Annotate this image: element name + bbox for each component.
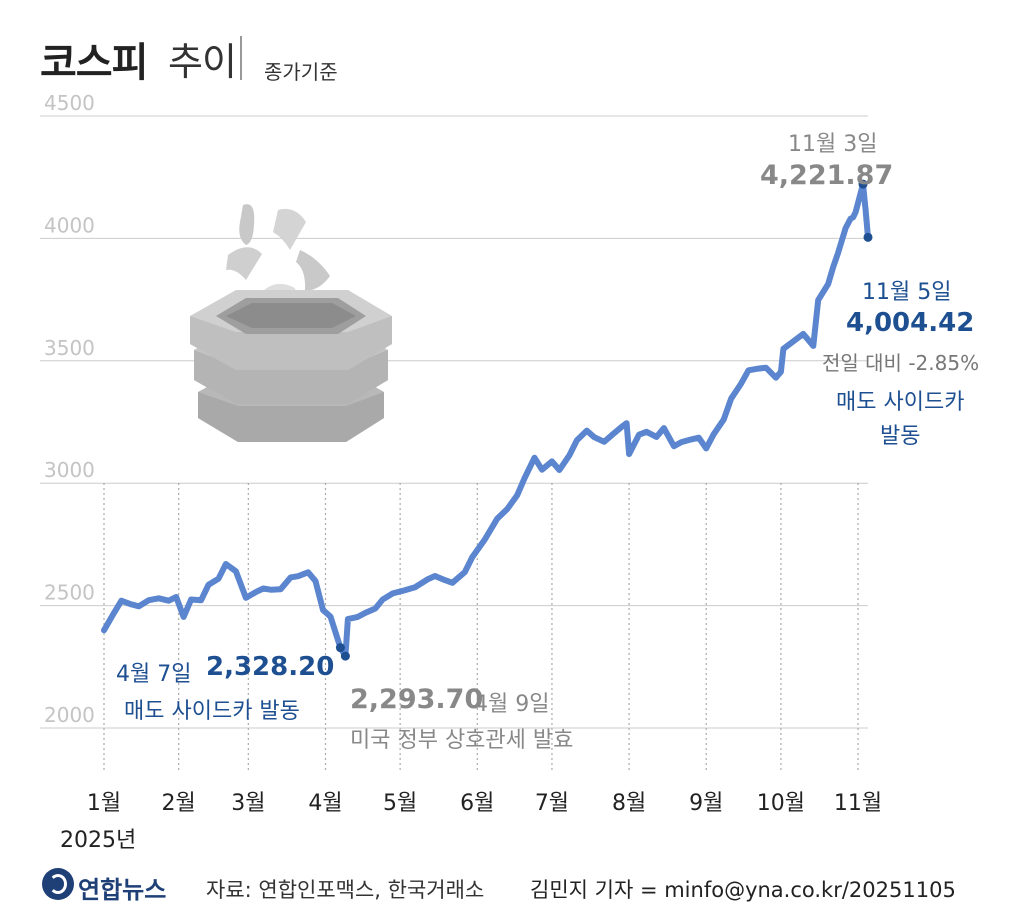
x-tick-label: 5월 [383,791,417,816]
x-tick-label: 2월 [162,791,196,816]
x-tick-label: 9월 [689,791,723,816]
last-change-label: 전일 대비 -2.85% [822,351,980,375]
apr9-note-label: 미국 정부 상호관세 발효 [350,728,574,753]
chart-title: 코스피 [40,40,148,86]
x-tick-label: 6월 [460,791,494,816]
y-tick-label: 2500 [44,581,95,605]
highlight-marker [340,651,350,661]
grid-lines [40,115,868,729]
y-tick-label: 3000 [44,458,95,482]
kospi-series-line [101,181,871,660]
x-tick-label: 4월 [308,791,342,816]
falling-stacked-boxes-icon [190,204,392,442]
x-tick-label: 7월 [535,791,569,816]
apr7-note-label: 매도 사이드카 발동 [124,699,300,724]
apr7-value-label: 2,328.20 [206,652,335,682]
source-note: 자료: 연합인포맥스, 한국거래소 [206,878,485,902]
x-tick-labels: 1월 2월 3월 4월 5월 6월 7월 8월 9월 10월 11월 [87,791,882,816]
highlight-marker [863,232,873,242]
x-tick-label: 11월 [834,791,882,816]
x-tick-label: 10월 [757,791,805,816]
year-label: 2025년 [60,828,137,853]
yonhap-logo-text: 연합뉴스 [78,876,167,904]
y-tick-labels: 2000 2500 3000 3500 4000 4500 [44,91,95,727]
peak-value-label: 4,221.87 [760,160,894,191]
chart-subtitle: 종가기준 [264,60,338,84]
y-tick-label: 4500 [44,91,95,115]
x-tick-label: 3월 [231,791,265,816]
last-value-label: 4,004.42 [846,308,975,338]
highlight-marker [858,179,868,189]
title-divider [240,36,242,80]
highlight-markers [335,179,873,661]
apr9-date-label: 4월 9일 [474,692,550,717]
peak-date-label: 11월 3일 [788,132,878,157]
y-tick-label: 3500 [44,336,95,360]
y-tick-label: 4000 [44,213,95,237]
last-note-line2: 발동 [880,424,921,449]
y-tick-label: 2000 [44,703,95,727]
x-tick-label: 1월 [87,791,121,816]
last-date-label: 11월 5일 [862,280,952,305]
highlight-marker [335,643,345,653]
chart-title-sub: 추이 [168,40,237,84]
yonhap-logo-icon [42,868,74,900]
x-tick-label: 8월 [612,791,646,816]
apr9-value-label: 2,293.70 [350,684,484,715]
reporter-credit: 김민지 기자 = minfo@yna.co.kr/20251105 [530,878,956,902]
last-note-line1: 매도 사이드카 [836,390,965,415]
apr7-date-label: 4월 7일 [116,662,192,687]
